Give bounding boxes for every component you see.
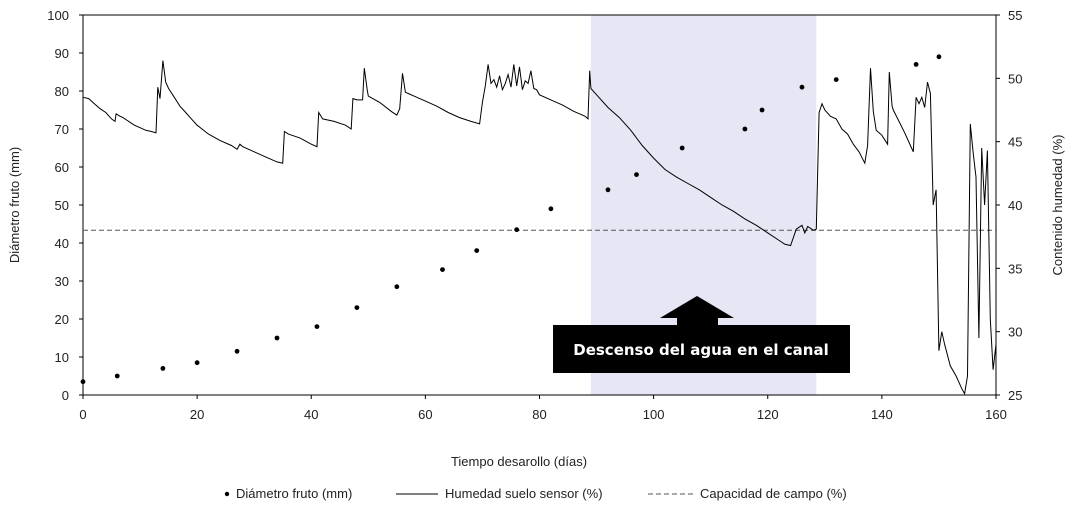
diametro-point — [936, 54, 942, 60]
diametro-point — [833, 77, 839, 82]
diametro-point — [548, 206, 554, 212]
legend-label-capacidad: Capacidad de campo (%) — [700, 486, 847, 501]
diametro-point — [605, 187, 611, 193]
y-left-axis-title: Diámetro fruto (mm) — [7, 147, 22, 263]
diametro-point — [759, 107, 765, 113]
y-left-tick-label: 40 — [55, 236, 69, 251]
y-left-tick-label: 10 — [55, 350, 69, 365]
diametro-point — [354, 305, 360, 310]
plot-area-frame — [82, 14, 997, 396]
legend: Diámetro fruto (mm) Humedad suelo sensor… — [224, 486, 847, 501]
x-tick-label: 0 — [79, 407, 86, 422]
y-right-tick-label: 25 — [1008, 388, 1022, 403]
legend-label-diametro: Diámetro fruto (mm) — [236, 486, 352, 501]
diametro-point — [514, 227, 520, 233]
diametro-point — [799, 84, 805, 90]
y-left-tick-label: 0 — [62, 388, 69, 403]
y-left-tick-label: 80 — [55, 84, 69, 99]
y-left-tick-label: 90 — [55, 46, 69, 61]
diametro-point — [194, 360, 200, 366]
x-tick-label: 80 — [532, 407, 546, 422]
diametro-point — [634, 172, 639, 178]
legend-dot-marker — [224, 491, 230, 497]
y-right-axis-title: Contenido humedad (%) — [1050, 135, 1065, 276]
diametro-dots — [80, 54, 942, 385]
diametro-point — [679, 145, 685, 151]
x-tick-label: 160 — [985, 407, 1007, 422]
legend-label-humedad: Humedad suelo sensor (%) — [445, 486, 603, 501]
diametro-point — [114, 373, 120, 379]
y-left-axis-ticks: 0 10 20 30 40 50 60 70 80 90 100 — [47, 8, 83, 403]
y-right-axis-ticks: 25 30 35 40 45 50 55 — [996, 8, 1022, 403]
diametro-point — [314, 324, 320, 329]
x-tick-label: 100 — [643, 407, 665, 422]
diametro-point — [394, 284, 400, 290]
y-right-tick-label: 35 — [1008, 261, 1022, 276]
y-right-tick-label: 55 — [1008, 8, 1022, 23]
diametro-point — [80, 379, 86, 385]
annotation: Descenso del agua en el canal — [553, 296, 850, 373]
diametro-point — [234, 348, 240, 354]
x-tick-label: 120 — [757, 407, 779, 422]
diametro-point — [274, 335, 280, 341]
y-right-tick-label: 30 — [1008, 325, 1022, 340]
humedad-sensor-line — [82, 60, 997, 396]
annotation-arrow — [660, 296, 734, 325]
y-right-tick-label: 50 — [1008, 71, 1022, 86]
y-left-tick-label: 70 — [55, 122, 69, 137]
diametro-point — [474, 248, 480, 254]
diametro-point — [742, 126, 748, 132]
y-right-tick-label: 40 — [1008, 198, 1022, 213]
x-axis-title: Tiempo desarollo (días) — [451, 454, 587, 469]
x-tick-label: 140 — [871, 407, 893, 422]
annotation-text: Descenso del agua en el canal — [573, 341, 828, 359]
x-axis-ticks: 0 20 40 60 80 100 120 140 160 — [79, 395, 1007, 422]
annotation-box — [553, 325, 850, 373]
y-right-tick-label: 45 — [1008, 135, 1022, 150]
x-tick-label: 20 — [190, 407, 204, 422]
x-tick-label: 60 — [418, 407, 432, 422]
y-left-tick-label: 50 — [55, 198, 69, 213]
diametro-point — [440, 267, 445, 272]
y-left-tick-label: 30 — [55, 274, 69, 289]
diametro-point — [160, 366, 166, 371]
diametro-point — [913, 62, 919, 67]
y-left-tick-label: 100 — [47, 8, 69, 23]
y-left-tick-label: 20 — [55, 312, 69, 327]
y-left-tick-label: 60 — [55, 160, 69, 175]
x-tick-label: 40 — [304, 407, 318, 422]
